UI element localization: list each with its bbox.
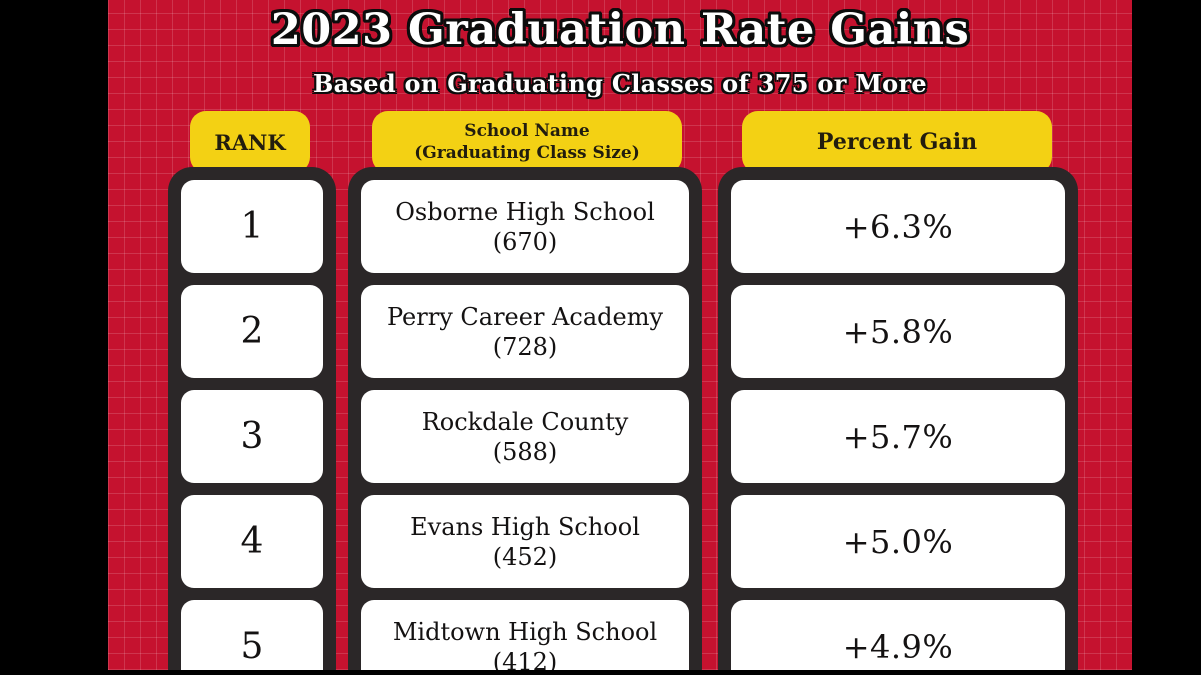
rank-cell: 2: [181, 285, 323, 378]
letterbox-bottom-bar: [0, 670, 1201, 675]
column-header-rank-label: RANK: [214, 129, 286, 155]
column-header-school-line2: (Graduating Class Size): [414, 143, 640, 163]
gain-cell: +5.7%: [731, 390, 1065, 483]
column-header-school: School Name (Graduating Class Size): [372, 111, 682, 173]
column-header-percent: Percent Gain: [742, 111, 1052, 173]
rank-cell: 5: [181, 600, 323, 670]
gain-value: +4.9%: [842, 627, 954, 666]
gain-cell: +4.9%: [731, 600, 1065, 670]
column-header-school-line1: School Name: [464, 121, 590, 141]
school-cell: Osborne High School (670): [361, 180, 689, 273]
column-header-rank: RANK: [190, 111, 310, 173]
class-size: (588): [492, 437, 558, 466]
rank-cell: 3: [181, 390, 323, 483]
column-header-percent-label: Percent Gain: [816, 129, 978, 155]
rank-cell: 1: [181, 180, 323, 273]
school-cell: Rockdale County (588): [361, 390, 689, 483]
school-cell: Midtown High School (412): [361, 600, 689, 670]
rank-value: 5: [240, 626, 264, 667]
school-cell: Perry Career Academy (728): [361, 285, 689, 378]
gain-cell: +5.8%: [731, 285, 1065, 378]
gain-value: +5.7%: [842, 417, 954, 456]
school-name: Evans High School: [410, 512, 640, 541]
class-size: (412): [492, 647, 558, 671]
letterbox-right-bar: [1132, 0, 1201, 675]
rank-value: 3: [240, 416, 264, 457]
rank-value: 1: [240, 206, 264, 247]
gain-cell: +5.0%: [731, 495, 1065, 588]
rank-value: 4: [240, 521, 264, 562]
school-name: Midtown High School: [392, 617, 658, 646]
school-cell: Evans High School (452): [361, 495, 689, 588]
page-subtitle: Based on Graduating Classes of 375 or Mo…: [313, 69, 927, 98]
infographic-canvas: 2023 Graduation Rate Gains Based on Grad…: [108, 0, 1132, 670]
gain-value: +5.8%: [842, 312, 954, 351]
percent-gain-column: +6.3% +5.8% +5.7% +5.0% +4.9%: [718, 167, 1078, 670]
page-title: 2023 Graduation Rate Gains: [270, 5, 970, 55]
school-column: Osborne High School (670) Perry Career A…: [348, 167, 702, 670]
gain-value: +5.0%: [842, 522, 954, 561]
class-size: (728): [492, 332, 558, 361]
class-size: (452): [492, 542, 558, 571]
class-size: (670): [492, 227, 558, 256]
rank-cell: 4: [181, 495, 323, 588]
gain-value: +6.3%: [842, 207, 954, 246]
gain-cell: +6.3%: [731, 180, 1065, 273]
rank-column: 1 2 3 4 5: [168, 167, 336, 670]
school-name: Rockdale County: [421, 407, 629, 436]
school-name: Perry Career Academy: [386, 302, 664, 331]
rank-value: 2: [240, 311, 264, 352]
school-name: Osborne High School: [395, 197, 655, 226]
letterbox-left-bar: [0, 0, 108, 675]
